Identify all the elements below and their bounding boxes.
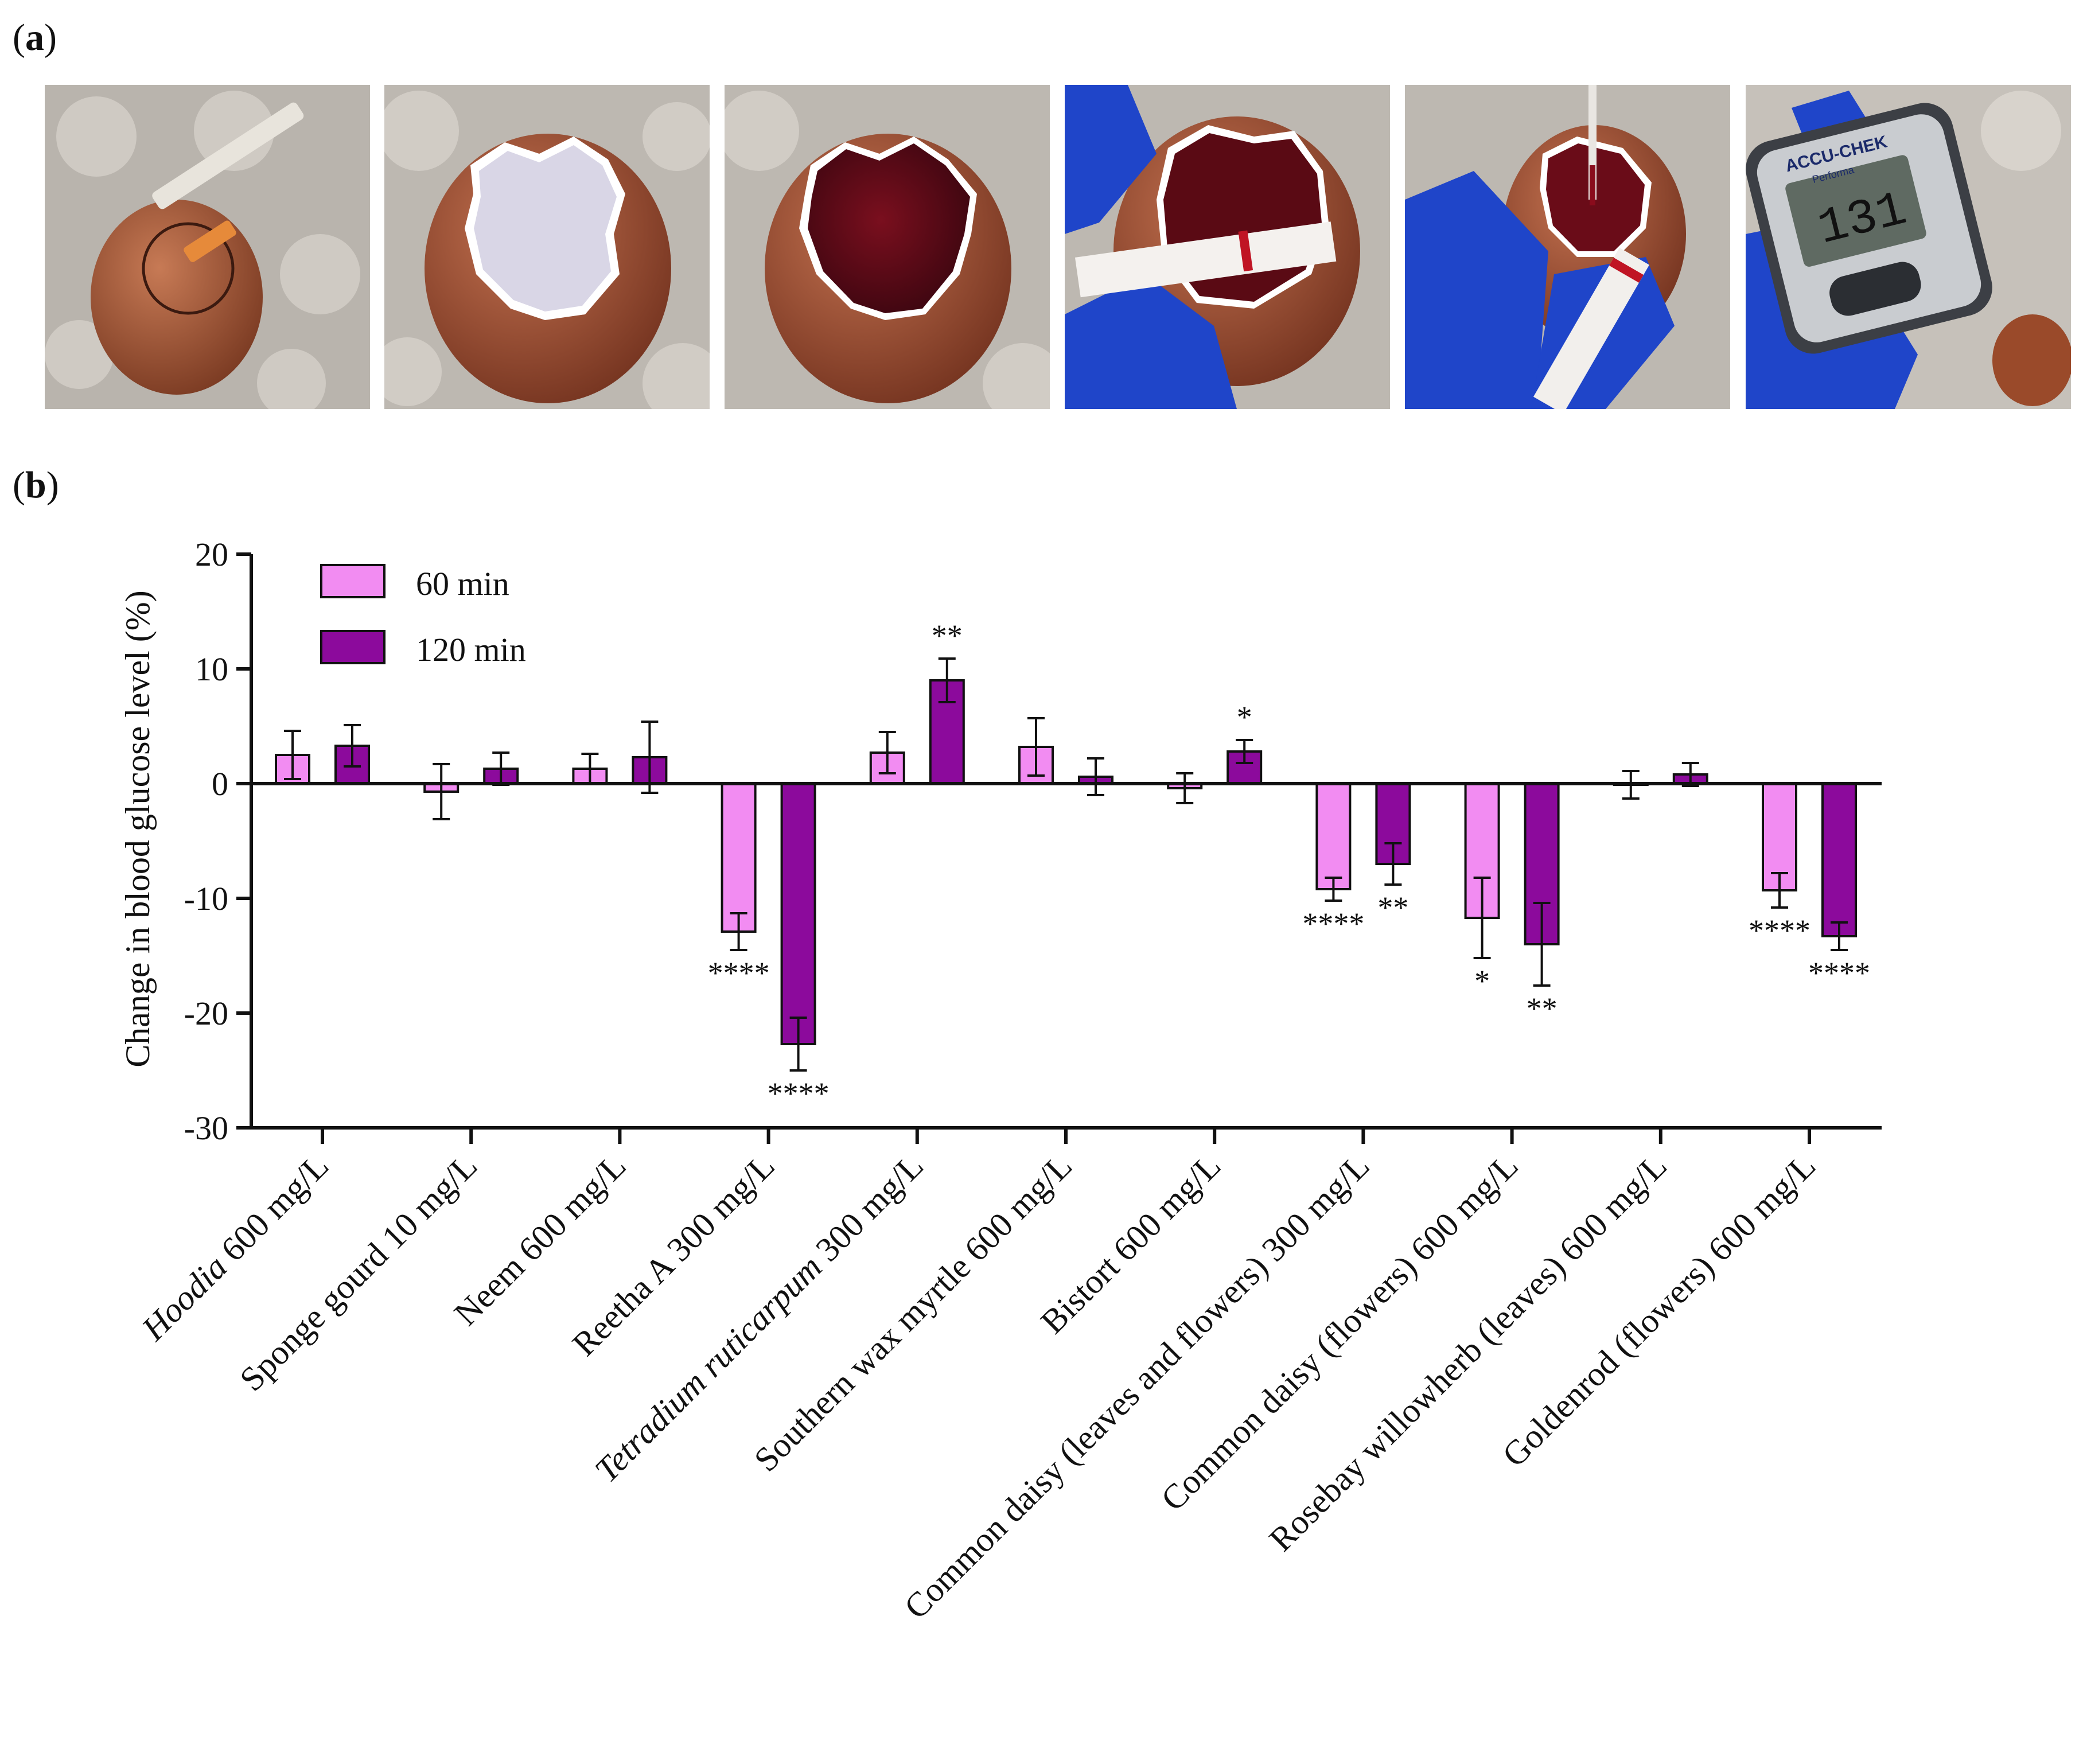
y-tick-label: -20 xyxy=(184,995,228,1032)
category-label-part: Hoodia xyxy=(134,1248,235,1348)
category-label-part: 600 mg/L xyxy=(208,1147,336,1275)
egg-opened-membrane-photo xyxy=(384,85,710,409)
bar-60-min xyxy=(1315,782,1352,890)
y-tick-label: 0 xyxy=(212,765,228,803)
category-label-part: Southern wax myrtle 600 mg/L xyxy=(747,1147,1079,1479)
category-label-part: 300 mg/L xyxy=(803,1147,930,1275)
legend-swatch-60-min xyxy=(320,564,386,598)
egg-pipette-strip-photo xyxy=(1405,85,1730,409)
significance-marker: ** xyxy=(1527,991,1558,1026)
significance-marker: **** xyxy=(708,956,770,990)
category-label: Goldenrod (flowers) 600 mg/L xyxy=(1495,1147,1823,1474)
y-tick-label: 10 xyxy=(195,651,228,688)
significance-marker: * xyxy=(1237,700,1252,734)
significance-marker: ** xyxy=(1377,890,1408,925)
significance-marker: **** xyxy=(1749,913,1810,948)
panel-b-label: (b) xyxy=(13,464,59,506)
egg-strip-photo xyxy=(1065,85,1390,409)
legend-label-60-min: 60 min xyxy=(416,565,509,602)
significance-marker: * xyxy=(1474,964,1490,998)
significance-marker: **** xyxy=(1302,906,1364,941)
significance-marker: **** xyxy=(768,1076,830,1111)
category-label-part: Goldenrod (flowers) 600 mg/L xyxy=(1495,1147,1823,1474)
y-tick-label: -10 xyxy=(184,880,228,917)
egg-opened-blood-photo xyxy=(725,85,1050,409)
bar-60-min xyxy=(721,782,757,933)
category-label: Southern wax myrtle 600 mg/L xyxy=(747,1147,1079,1479)
significance-marker: ** xyxy=(932,618,963,653)
y-axis-title: Change in blood glucose level (%) xyxy=(119,590,157,1067)
legend-swatch-120-min xyxy=(320,630,386,664)
significance-marker: **** xyxy=(1808,956,1870,990)
egg-injection-photo xyxy=(45,85,370,409)
category-label: Sponge gourd 10 mg/L xyxy=(232,1147,484,1399)
bar-120-min xyxy=(780,782,816,1045)
legend-label-120-min: 120 min xyxy=(416,631,526,668)
glucometer-photo: ACCU-CHEK Performa 131 xyxy=(1746,85,2071,409)
bar-120-min xyxy=(1821,782,1857,937)
category-label: Tetradium ruticarpum 300 mg/L xyxy=(587,1147,930,1490)
legend: 60 min 120 min xyxy=(320,564,526,668)
category-label-part: Sponge gourd 10 mg/L xyxy=(232,1147,484,1399)
panel-a-label: (a) xyxy=(13,17,57,59)
y-tick-label: -30 xyxy=(184,1109,228,1147)
y-tick-label: 20 xyxy=(195,536,228,573)
